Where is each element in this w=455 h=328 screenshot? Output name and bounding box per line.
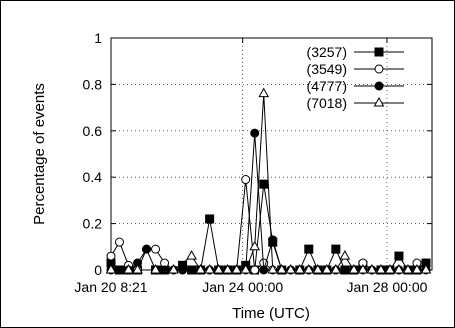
legend-marker bbox=[374, 81, 384, 91]
data-point bbox=[150, 263, 161, 274]
series-line bbox=[110, 179, 418, 271]
x-tick-label: Jan 28 00:00 bbox=[346, 279, 427, 295]
data-point bbox=[267, 263, 279, 274]
data-point bbox=[259, 179, 269, 189]
y-tick-label: 0.2 bbox=[83, 216, 103, 232]
data-point bbox=[114, 237, 124, 247]
data-point bbox=[168, 263, 179, 274]
legend-marker bbox=[374, 47, 384, 57]
data-point bbox=[303, 263, 315, 274]
data-point bbox=[123, 263, 134, 274]
series-1 bbox=[106, 175, 422, 275]
data-point bbox=[402, 263, 414, 274]
data-point bbox=[276, 263, 288, 274]
data-point bbox=[132, 263, 143, 274]
data-point bbox=[250, 265, 260, 275]
data-point bbox=[240, 263, 252, 274]
data-point bbox=[106, 251, 116, 261]
data-point bbox=[151, 244, 161, 254]
data-point bbox=[393, 263, 405, 274]
series-layer bbox=[105, 87, 432, 275]
data-point bbox=[195, 263, 206, 274]
data-point bbox=[249, 240, 261, 251]
data-point bbox=[187, 265, 197, 275]
data-point bbox=[231, 263, 243, 274]
data-point bbox=[294, 263, 306, 274]
x-axis-label: Time (UTC) bbox=[232, 305, 310, 322]
data-point bbox=[384, 263, 396, 274]
legend-label: (3549) bbox=[307, 61, 347, 77]
y-axis-label: Percentage of events bbox=[31, 83, 48, 225]
data-point bbox=[312, 263, 324, 274]
data-point bbox=[340, 265, 350, 275]
data-point bbox=[178, 265, 188, 275]
data-point bbox=[241, 175, 251, 185]
data-point bbox=[331, 244, 341, 254]
grid-lines bbox=[111, 38, 432, 270]
legend-label: (3257) bbox=[307, 44, 347, 60]
legend-label: (7018) bbox=[307, 95, 347, 111]
y-tick-label: 0.6 bbox=[83, 123, 103, 139]
y-tick-label: 0 bbox=[94, 262, 102, 278]
data-point bbox=[330, 263, 342, 274]
x-tick-label: Jan 20 8:21 bbox=[74, 279, 147, 295]
data-point bbox=[366, 263, 378, 274]
x-axis: Jan 20 8:21 Jan 24 00:00 Jan 28 00:00 bbox=[74, 38, 428, 295]
data-point bbox=[321, 263, 333, 274]
data-point bbox=[411, 263, 423, 274]
data-point bbox=[204, 263, 215, 274]
data-point bbox=[420, 263, 432, 274]
data-point bbox=[339, 250, 351, 260]
data-point bbox=[205, 214, 215, 224]
y-tick-label: 0.8 bbox=[83, 76, 103, 92]
data-point bbox=[250, 128, 260, 138]
legend-label: (4777) bbox=[307, 78, 347, 94]
data-point bbox=[186, 250, 197, 260]
series-line bbox=[110, 184, 427, 271]
y-axis: 0 0.2 0.4 0.6 0.8 1 bbox=[83, 30, 432, 278]
data-point bbox=[142, 244, 152, 254]
data-point bbox=[213, 263, 225, 274]
series-3 bbox=[105, 87, 432, 274]
y-tick-label: 0.4 bbox=[83, 169, 103, 185]
data-point bbox=[348, 263, 360, 274]
data-point bbox=[394, 251, 404, 261]
legend-marker bbox=[374, 64, 384, 74]
data-point bbox=[259, 265, 269, 275]
data-point bbox=[304, 244, 314, 254]
data-point bbox=[268, 235, 278, 245]
data-point bbox=[357, 263, 369, 274]
data-point bbox=[258, 87, 270, 98]
x-tick-label: Jan 24 00:00 bbox=[202, 279, 283, 295]
y-tick-label: 1 bbox=[94, 30, 102, 46]
data-point bbox=[222, 263, 234, 274]
legend: (3257)(3549)(4777)(7018) bbox=[307, 44, 404, 111]
data-point bbox=[105, 263, 117, 274]
data-point bbox=[375, 263, 387, 274]
data-point bbox=[285, 263, 297, 274]
legend-marker bbox=[373, 96, 385, 107]
